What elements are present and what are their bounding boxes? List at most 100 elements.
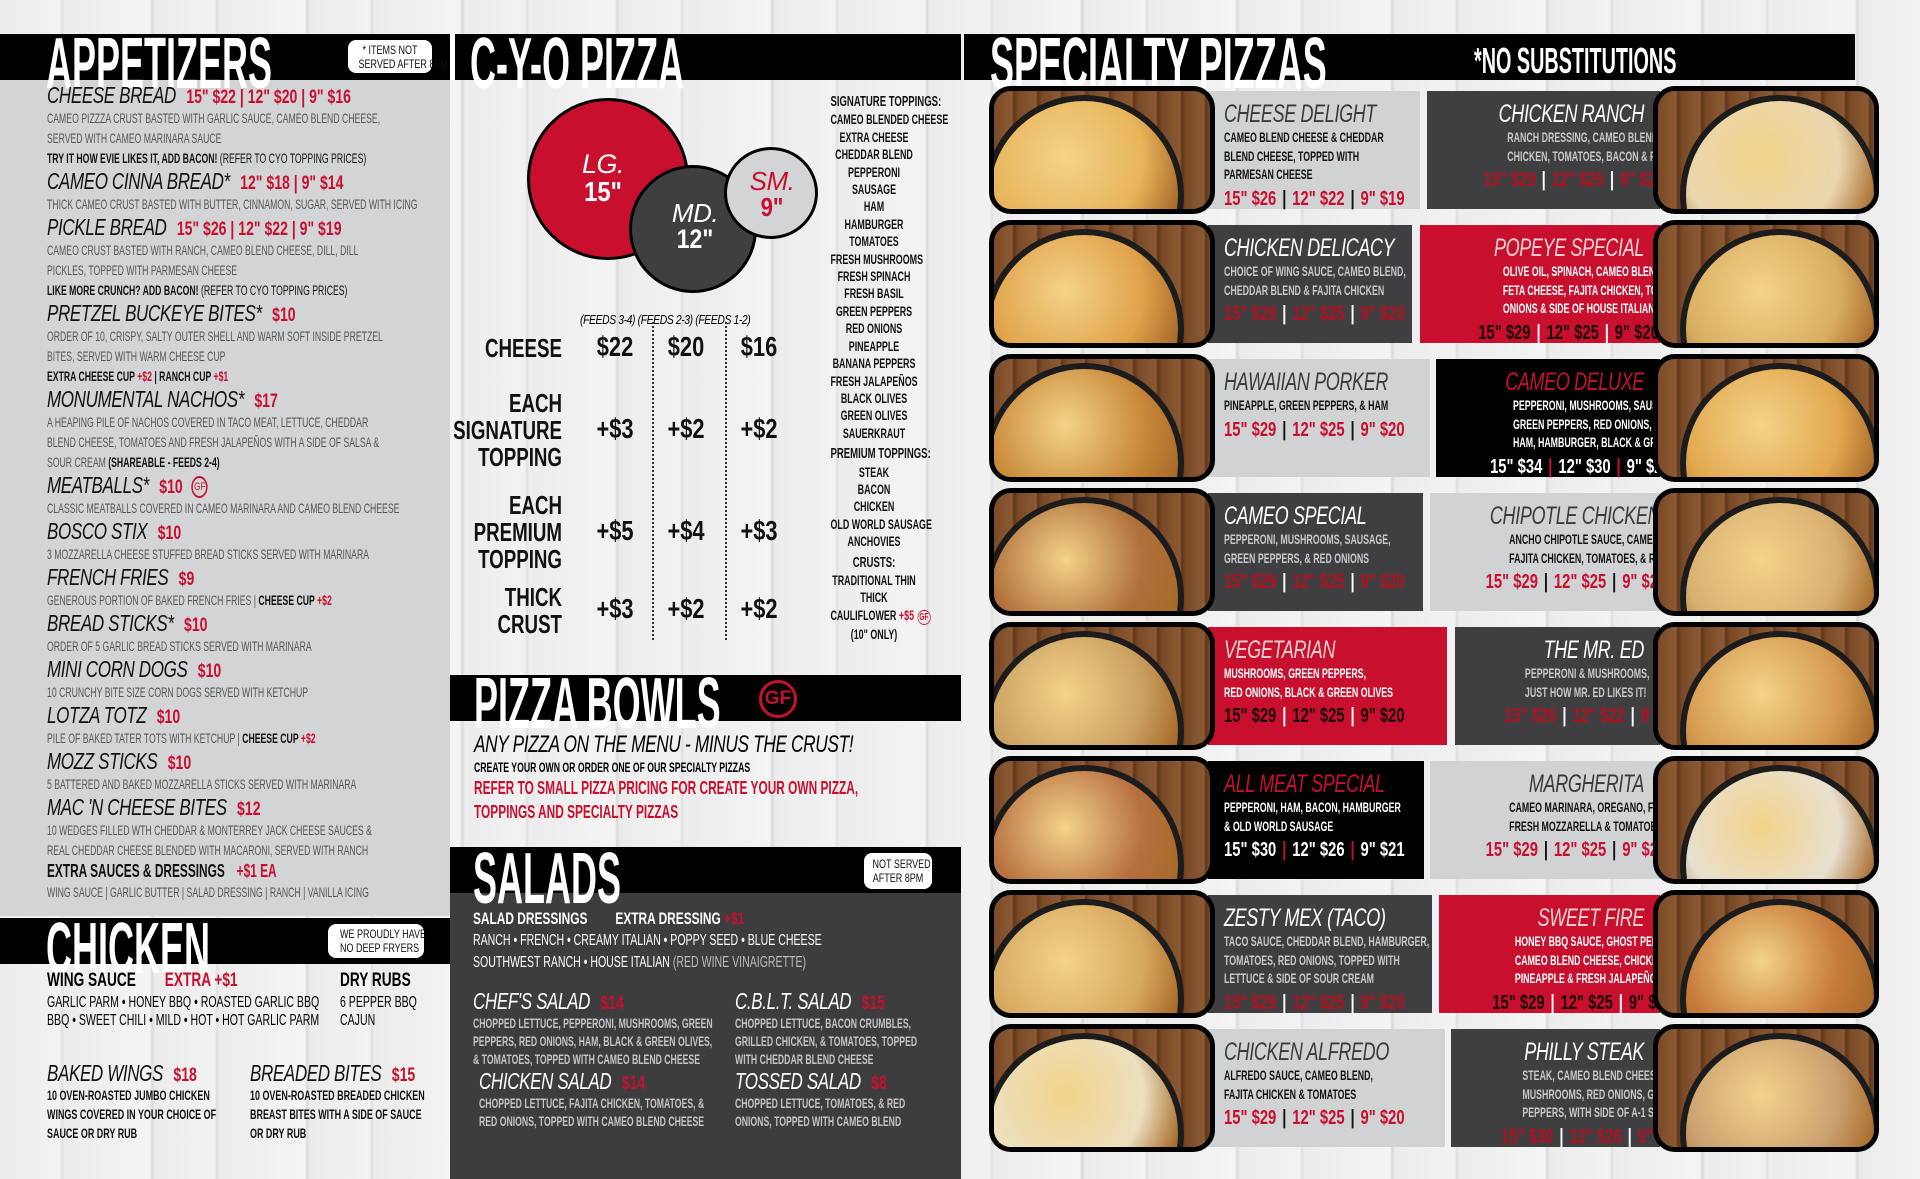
pizza-prices: 15" $29 | 12" $25 | 9" $20 [1478, 318, 1659, 346]
size-label: SM. [749, 166, 795, 196]
pizza-prices: 15" $29 | 12" $25 | 9" $20 [1224, 1103, 1405, 1131]
pizza-prices: 15" $29 | 12" $25 | 9" $20 [1224, 415, 1405, 443]
cyo-row-label: THICK CRUST [392, 584, 562, 638]
pizza-image [994, 497, 1184, 611]
pizza-prices: 15" $29 | 12" $25 | 9" $20 [1224, 988, 1405, 1016]
salad-item: CHEF'S SALAD $14 CHOPPED LETTUCE, PEPPERON… [473, 988, 723, 1068]
price-separator: | [1543, 839, 1548, 861]
item-description: OR DRY RUB [250, 1125, 307, 1141]
item-name-row: CHEF'S SALAD $14 [473, 988, 658, 1014]
dry-rubs-label: DRY RUBS [340, 970, 411, 991]
pizza-description: GREEN PEPPERS, RED ONIONS, BACON, [1512, 415, 1689, 432]
price-separator: | [1616, 455, 1621, 478]
extras-price: +$1 EA [236, 861, 277, 881]
cyo-price: +$5 [580, 515, 650, 547]
text-segment: +$2 [300, 730, 316, 746]
pizza-name: CAMEO DELUXE [1505, 368, 1644, 396]
price: 12" $26 [1292, 839, 1345, 861]
gf-badge: GF [917, 609, 931, 625]
pizza-description: ALFREDO SAUCE, CAMEO BLEND, [1224, 1067, 1373, 1083]
item-price: $10 [167, 753, 192, 774]
item-name-row: MINI CORN DOGS $10 [47, 656, 343, 682]
label-line: EACH [508, 388, 562, 418]
topping-item: GREEN PEPPERS [835, 303, 913, 319]
crust-name: CAULIFLOWER [830, 607, 897, 623]
pizza-photo [1653, 354, 1879, 482]
item-description: 10 CRUNCHY BITE SIZE CORN DOGS SERVED WI… [47, 682, 308, 702]
pizza-description: PEPPERONI, HAM, BACON, HAMBURGER [1224, 799, 1401, 815]
specialty-header [964, 34, 1855, 80]
item-price: $10 [184, 615, 208, 636]
pizza-name: HAWAIIAN PORKER [1224, 368, 1388, 396]
pizza-description: CHICKEN, TOMATOES, BACON & RED ONIONS [1507, 147, 1706, 164]
price-separator: | [1562, 705, 1567, 727]
item-name-row: BOSCO STIX $10 [47, 518, 343, 544]
column-divider-dotted [725, 322, 727, 640]
item-description: BITES, SERVED WITH WARM CHEESE CUP [47, 346, 295, 366]
item-description: THICK CAMEO CRUST BASTED WITH BUTTER, CI… [47, 194, 418, 214]
bowls-body: ANY PIZZA ON THE MENU - MINUS THE CRUST!… [474, 732, 954, 824]
appetizer-item: BOSCO STIX $10 3 MOZZARELLA CHEESE STUFFED… [47, 518, 447, 564]
pizza-description: GREEN PEPPERS, & RED ONIONS [1224, 549, 1370, 566]
feeds-label: (FEEDS 3-4) [580, 312, 636, 327]
item-price: $12 [237, 799, 261, 820]
description-text: ORDER OF 10, CRISPY, SALTY OUTER SHELL A… [47, 328, 383, 344]
pizza-description: HONEY BBQ SAUCE, GHOST PEPPER CHESE & [1514, 933, 1718, 949]
topping-item: HAM [863, 199, 885, 215]
dressings-list: RANCH • FRENCH • CREAMY ITALIAN • POPPY … [473, 932, 822, 949]
price-separator: | [1618, 991, 1623, 1014]
pizza-prices: 15" $29 | 12" $25 | 9" $20 [1486, 835, 1667, 863]
topping-item: RED ONIONS [845, 321, 903, 337]
label-line: CRUST [497, 609, 562, 639]
pizza-prices: 15" $29 | 12" $25 | 9" $20 [1483, 165, 1664, 193]
appetizers-panel [0, 34, 450, 916]
item-name: PRETZEL BUCKEYE BITES* [47, 300, 262, 326]
item-description: ORDER OF 10, CRISPY, SALTY OUTER SHELL A… [47, 326, 383, 346]
premium-label: PREMIUM TOPPINGS: [830, 446, 931, 463]
price: 9" $20 [1360, 705, 1405, 727]
cyo-price: +$2 [724, 413, 794, 445]
cyo-price: $20 [651, 331, 721, 363]
price: 15" $26 [1224, 187, 1277, 210]
pizza-name: CHIPOTLE CHICKEN [1489, 502, 1661, 530]
topping-item: GREEN OLIVES [840, 408, 908, 424]
pizza-description: PEPPERONI & MUSHROOMS, [1524, 665, 1650, 681]
item-addon-note: LIKE MORE CRUNCH? ADD BACON! (REFER TO C… [47, 280, 347, 300]
price: 15" $29 [1224, 1107, 1277, 1129]
pizza-description: RANCH DRESSING, CAMEO BLEND, FAJITA [1507, 129, 1693, 145]
text-segment: (REFER TO CYO TOPPING PRICES) [198, 282, 348, 298]
price-separator: | [1548, 455, 1553, 478]
pizza-description: TACO SAUCE, CHEDDAR BLEND, HAMBURGER, [1224, 933, 1430, 949]
price-separator: | [1543, 571, 1548, 593]
price-separator: | [1350, 991, 1355, 1014]
size-inches: 9" [760, 192, 784, 222]
pizza-description: CAMEO BLEND CHEESE, CHICKEN, BACON, [1514, 951, 1705, 968]
item-price: $18 [173, 1065, 197, 1086]
price: 15" $29 [1478, 321, 1531, 344]
salad-item: TOSSED SALAD $8 CHOPPED LETTUCE, TOMATOES,… [735, 1068, 985, 1130]
topping-item: CHICKEN [853, 499, 895, 515]
chicken-item: BAKED WINGS $18 10 OVEN-ROASTED JUMBO CHIC… [47, 1060, 247, 1143]
crust-cauliflower: CAULIFLOWER +$5 GF [830, 607, 931, 626]
item-name-row: MOZZ STICKS $10 [47, 748, 343, 774]
item-price: $10 [159, 477, 183, 498]
text-segment: CHEESE CUP [239, 730, 301, 746]
price: 15" $34 [1490, 455, 1543, 478]
topping-item: SAUERKRAUT [842, 425, 906, 441]
crust-item: THICK [860, 590, 888, 606]
label-line: PREMIUM [473, 517, 562, 547]
pizza-description: & OLD WORLD SAUSAGE [1224, 817, 1334, 834]
item-price: $15 [391, 1065, 416, 1086]
crusts-label: CRUSTS: [852, 554, 896, 571]
item-description: CHOPPED LETTUCE, FAJITA CHICKEN, TOMATOE… [479, 1095, 705, 1111]
price-separator: | [1604, 321, 1609, 344]
item-description: BREAST BITES WITH A SIDE OF SAUCE [250, 1106, 422, 1122]
price: 15" $29 [1224, 571, 1277, 593]
price-separator: | [1282, 418, 1287, 441]
item-description: SERVED WITH CAMEO MARINARA SAUCE [47, 128, 295, 148]
no-substitutions-note: *NO SUBSTITUTIONS [1474, 40, 1677, 81]
specialty-card: PHILLY STEAK STEAK, CAMEO BLEND CHEESE, MU… [1451, 1029, 1682, 1148]
price-text: $22 [596, 330, 634, 362]
pizza-photo [1653, 756, 1879, 884]
item-price: $10 [157, 523, 182, 544]
